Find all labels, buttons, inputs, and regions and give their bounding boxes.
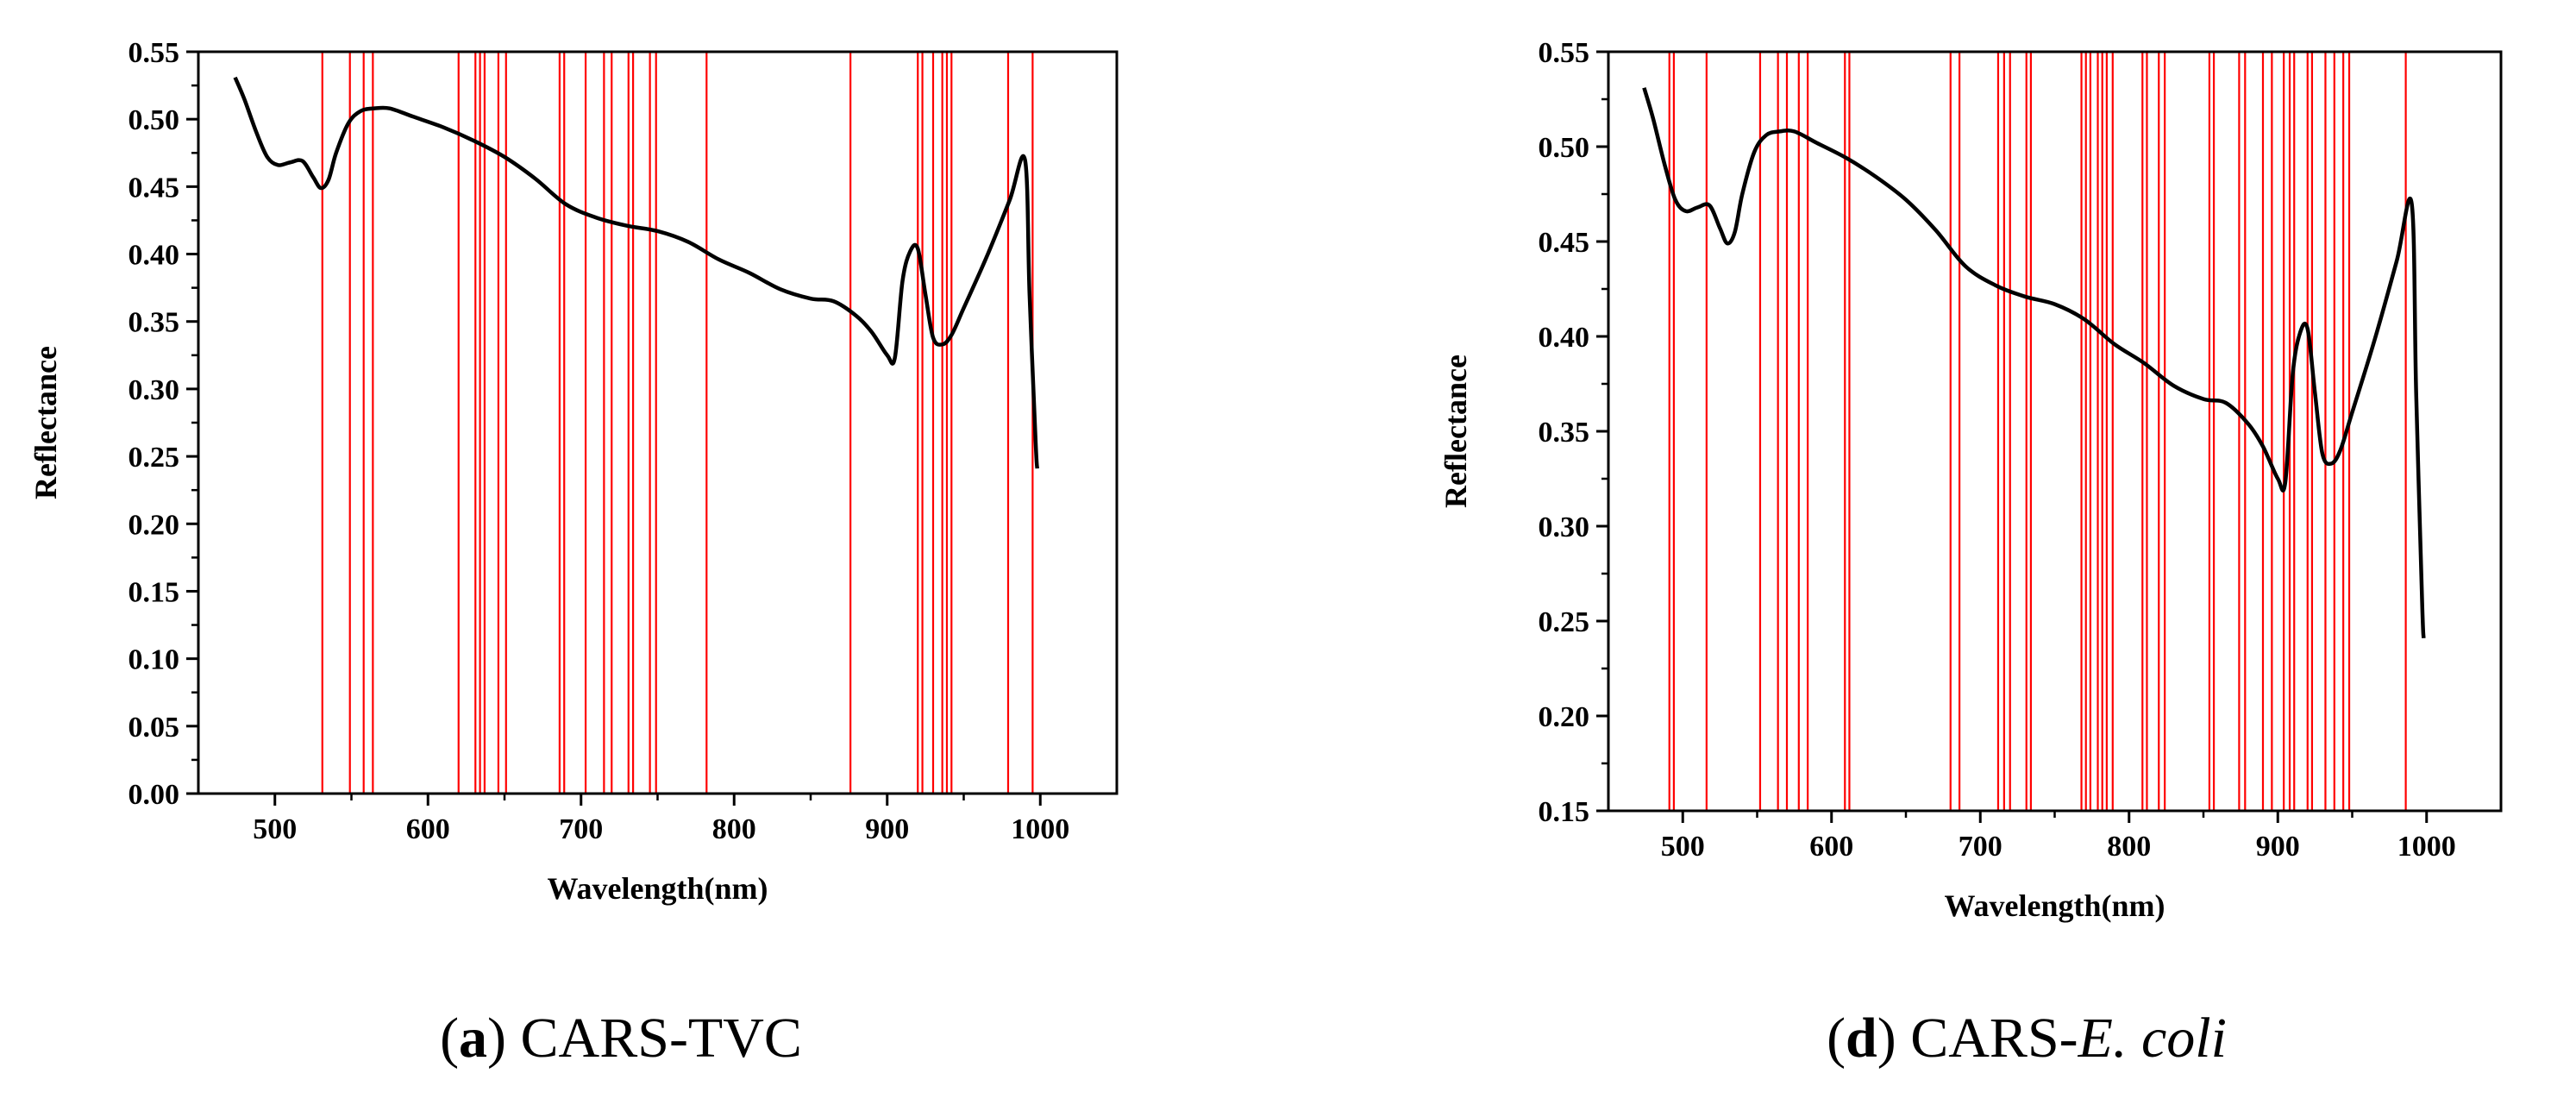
y-tick-label: 0.15 — [1539, 796, 1590, 828]
y-tick-label: 0.15 — [128, 576, 180, 608]
y-tick-label: 0.55 — [1539, 37, 1590, 69]
reflectance-spectrum-line — [1642, 87, 2426, 638]
y-tick-label: 0.35 — [1539, 417, 1590, 449]
y-tick-label: 0.25 — [128, 442, 180, 474]
x-tick-label: 800 — [712, 813, 756, 845]
y-tick-label: 0.30 — [1539, 512, 1590, 543]
y-tick-label: 0.50 — [128, 104, 180, 136]
y-axis-title: Reflectance — [1438, 355, 1473, 508]
chart-panel-d: 0.15 0.20 0.25 0.30 0.35 0.40 0.45 0.50 0.55 500 6… — [1438, 37, 2503, 923]
caption-panel-d: (d) CARS-E. coli — [1827, 1007, 2227, 1070]
caption-suffix: TVC — [688, 1007, 802, 1070]
y-tick-label: 0.05 — [128, 712, 180, 744]
caption-prefix: CARS- — [1910, 1007, 2078, 1070]
caption-prefix: CARS- — [521, 1007, 688, 1070]
x-axis-title: Wavelength(nm) — [1945, 888, 2165, 923]
x-tick-label: 1000 — [1011, 813, 1069, 845]
x-tick-label: 500 — [1661, 831, 1705, 863]
plot-frame — [197, 50, 1119, 795]
y-tick-label: 0.40 — [1539, 322, 1590, 354]
y-tick-label: 0.40 — [128, 240, 180, 272]
x-tick-label: 600 — [1809, 831, 1853, 863]
x-tick-label: 800 — [2107, 831, 2151, 863]
caption-panel-a: (a) CARS-TVC — [440, 1007, 802, 1070]
y-tick-label: 0.10 — [128, 644, 180, 676]
reflectance-spectrum-line — [233, 76, 1039, 469]
y-axis-title: Reflectance — [28, 346, 63, 499]
y-tick-label: 0.30 — [128, 374, 180, 406]
caption-italic: E. coli — [2078, 1007, 2227, 1070]
x-tick-label: 900 — [2256, 831, 2300, 863]
y-tick-label: 0.00 — [128, 779, 180, 811]
caption-letter: a — [459, 1007, 487, 1070]
y-tick-label: 0.25 — [1539, 606, 1590, 638]
y-tick-label: 0.20 — [1539, 701, 1590, 733]
y-tick-label: 0.45 — [1539, 227, 1590, 259]
x-tick-label: 700 — [559, 813, 603, 845]
caption-letter: d — [1846, 1007, 1877, 1070]
y-tick-label: 0.55 — [128, 37, 180, 69]
x-tick-label: 900 — [865, 813, 909, 845]
y-tick-label: 0.20 — [128, 509, 180, 541]
y-tick-label: 0.45 — [128, 172, 180, 204]
x-tick-label: 1000 — [2397, 831, 2456, 863]
y-tick-label: 0.35 — [128, 307, 180, 339]
x-axis-title: Wavelength(nm) — [548, 871, 768, 906]
plot-frame — [1607, 50, 2503, 813]
x-tick-label: 700 — [1959, 831, 2003, 863]
x-tick-label: 600 — [406, 813, 450, 845]
x-tick-label: 500 — [253, 813, 297, 845]
y-tick-label: 0.50 — [1539, 132, 1590, 164]
chart-panel-a: 0.00 0.05 0.10 0.15 0.20 0.25 0.30 0.35 0.40 0.45… — [28, 37, 1119, 906]
